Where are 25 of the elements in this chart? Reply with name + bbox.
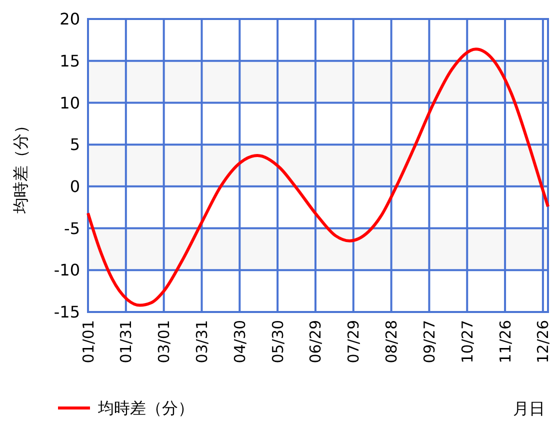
y-axis-title: 均時差（分） bbox=[11, 118, 30, 214]
y-tick-label: -15 bbox=[54, 302, 80, 322]
y-tick-label: 10 bbox=[60, 93, 80, 112]
x-tick-label: 05/30 bbox=[268, 320, 287, 364]
x-tick-label: 12/26 bbox=[534, 320, 552, 364]
legend-label: 均時差（分） bbox=[97, 398, 194, 418]
y-tick-label: 0 bbox=[70, 177, 80, 196]
x-tick-label: 03/31 bbox=[192, 320, 211, 364]
x-tick-label: 07/29 bbox=[344, 320, 363, 364]
y-tick-label: -5 bbox=[64, 218, 80, 238]
x-tick-label: 01/01 bbox=[79, 320, 98, 364]
y-tick-label: 5 bbox=[70, 135, 80, 154]
x-tick-label: 03/01 bbox=[155, 320, 174, 364]
y-tick-label: 15 bbox=[60, 51, 80, 70]
y-tick-label: 20 bbox=[60, 10, 80, 29]
y-tick-label: -10 bbox=[54, 260, 80, 280]
x-tick-label: 09/27 bbox=[420, 320, 438, 364]
x-tick-label: 04/30 bbox=[230, 320, 249, 364]
line-series bbox=[86, 48, 550, 307]
x-tick-label: 11/26 bbox=[496, 320, 514, 364]
x-tick-label: 01/31 bbox=[117, 320, 136, 364]
x-axis-title: 月日 bbox=[513, 399, 545, 418]
x-tick-label: 10/27 bbox=[458, 320, 476, 364]
x-tick-label: 08/28 bbox=[382, 320, 401, 364]
x-tick-label: 06/29 bbox=[306, 320, 325, 364]
